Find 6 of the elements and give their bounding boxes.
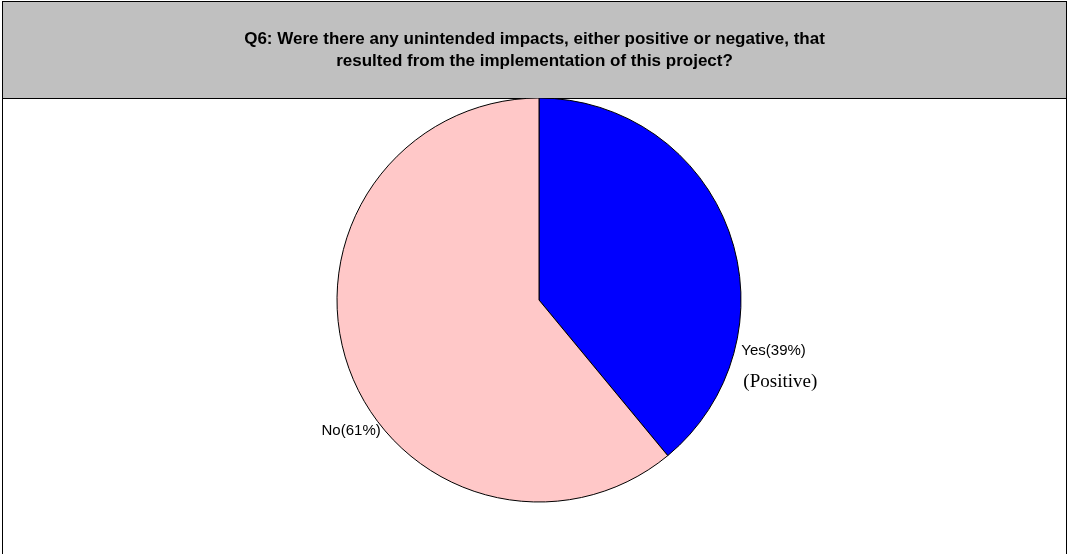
- data-label: (61%): [340, 421, 381, 438]
- slice-label: No: [321, 421, 341, 438]
- data-label: (39%): [765, 341, 806, 358]
- chart-title: Q6: Were there any unintended impacts, either positive or negative, that resulted from the implementation of this project?: [243, 28, 826, 72]
- slice-label: Yes: [741, 341, 766, 358]
- text: (Positive): [743, 370, 818, 392]
